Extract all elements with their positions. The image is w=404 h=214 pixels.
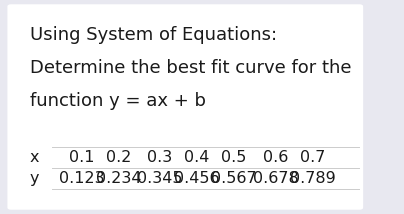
Text: Using System of Equations:: Using System of Equations: [29, 26, 277, 44]
Text: y: y [29, 171, 39, 186]
FancyBboxPatch shape [7, 4, 363, 210]
Text: 0.1: 0.1 [69, 150, 94, 165]
Text: 0.4: 0.4 [184, 150, 209, 165]
Text: 0.7: 0.7 [301, 150, 326, 165]
Text: 0.123: 0.123 [59, 171, 104, 186]
Text: 0.2: 0.2 [106, 150, 131, 165]
Text: 0.234: 0.234 [96, 171, 141, 186]
Text: 0.5: 0.5 [221, 150, 246, 165]
Text: 0.678: 0.678 [253, 171, 299, 186]
Text: 0.789: 0.789 [290, 171, 336, 186]
Text: 0.456: 0.456 [174, 171, 219, 186]
Text: x: x [29, 150, 39, 165]
Text: function y = ax + b: function y = ax + b [29, 92, 206, 110]
Text: 0.6: 0.6 [263, 150, 289, 165]
Text: 0.3: 0.3 [147, 150, 172, 165]
Text: 0.345: 0.345 [137, 171, 182, 186]
Text: 0.567: 0.567 [210, 171, 256, 186]
Text: Determine the best fit curve for the: Determine the best fit curve for the [29, 59, 351, 77]
